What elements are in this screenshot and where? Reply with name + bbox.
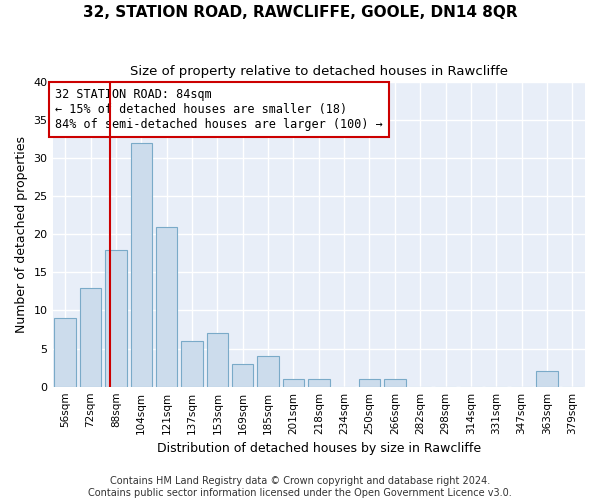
Bar xyxy=(257,356,279,386)
Text: 32 STATION ROAD: 84sqm
← 15% of detached houses are smaller (18)
84% of semi-det: 32 STATION ROAD: 84sqm ← 15% of detached… xyxy=(55,88,383,131)
Bar xyxy=(55,318,76,386)
Bar xyxy=(536,372,558,386)
Bar xyxy=(156,226,178,386)
Title: Size of property relative to detached houses in Rawcliffe: Size of property relative to detached ho… xyxy=(130,65,508,78)
Bar xyxy=(131,143,152,386)
Bar xyxy=(359,379,380,386)
Bar xyxy=(308,379,329,386)
Bar xyxy=(232,364,253,386)
Text: 32, STATION ROAD, RAWCLIFFE, GOOLE, DN14 8QR: 32, STATION ROAD, RAWCLIFFE, GOOLE, DN14… xyxy=(83,5,517,20)
Bar xyxy=(181,341,203,386)
Bar xyxy=(206,334,228,386)
Y-axis label: Number of detached properties: Number of detached properties xyxy=(15,136,28,333)
Bar xyxy=(105,250,127,386)
Bar xyxy=(384,379,406,386)
Bar xyxy=(80,288,101,386)
Text: Contains HM Land Registry data © Crown copyright and database right 2024.
Contai: Contains HM Land Registry data © Crown c… xyxy=(88,476,512,498)
X-axis label: Distribution of detached houses by size in Rawcliffe: Distribution of detached houses by size … xyxy=(157,442,481,455)
Bar xyxy=(283,379,304,386)
